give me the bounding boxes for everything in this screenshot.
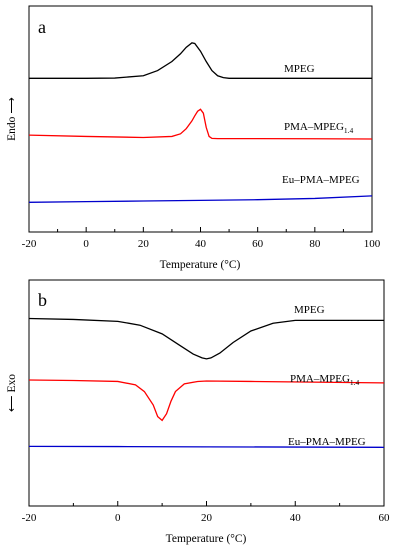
panel-a-x-tick-label-20: 20 xyxy=(138,238,150,250)
panel-a: a Temperature (°C) Endo ⟶ -20 0 20 40 60 80 100… xyxy=(6,5,381,271)
panel-b-y-axis-arrow: ⟵ xyxy=(6,395,18,412)
panel-a-label-pma-mpeg-main: PMA–MPEG xyxy=(284,121,344,133)
panel-b-x-tick-label-40: 40 xyxy=(290,512,302,524)
panel-b-curve-eu-pma-mpeg xyxy=(28,445,385,448)
panel-a-y-axis-title-text: Endo xyxy=(6,116,18,141)
panel-b-x-tick-label-60: 60 xyxy=(379,512,391,524)
panel-b-y-axis-title-text: Exo xyxy=(6,374,18,393)
panel-b-x-tick-label-0: 0 xyxy=(115,512,121,524)
panel-b-y-axis-title: ⟵ Exo xyxy=(6,374,18,412)
panel-b-label-pma-mpeg-sub: 1.4 xyxy=(350,378,360,387)
panel-b-label-pma-mpeg: PMA–MPEG1.4 xyxy=(290,373,360,387)
panel-b-plot-frame xyxy=(28,279,385,507)
panel-b-x-tick-label--20: -20 xyxy=(22,512,37,524)
panel-a-x-tick-label-40: 40 xyxy=(195,238,207,250)
panel-b-curves xyxy=(28,317,385,448)
panel-a-ticks: -20 0 20 40 60 80 100 xyxy=(22,227,381,250)
panel-b-label-pma-mpeg-main: PMA–MPEG xyxy=(290,373,350,385)
panel-b-curve-mpeg xyxy=(28,317,384,360)
panel-b-label-mpeg: MPEG xyxy=(294,304,325,316)
svg-text:Endo⟶: Endo ⟶ xyxy=(6,97,18,141)
panel-b-x-axis-title: Temperature (°C) xyxy=(166,533,247,545)
panel-b-x-tick-label-20: 20 xyxy=(201,512,213,524)
panel-a-x-tick-label--20: -20 xyxy=(22,238,37,250)
panel-a-label-mpeg: MPEG xyxy=(284,63,315,75)
panel-a-y-axis-arrow: ⟶ xyxy=(6,97,18,114)
panel-a-curve-mpeg xyxy=(29,42,372,79)
svg-text:⟵Exo: ⟵ Exo xyxy=(6,374,18,412)
panel-a-x-tick-label-0: 0 xyxy=(83,238,89,250)
panel-a-label-eu-pma-mpeg: Eu–PMA–MPEG xyxy=(282,174,360,186)
panel-a-x-tick-label-60: 60 xyxy=(252,238,264,250)
panel-a-label-pma-mpeg-sub: 1.4 xyxy=(344,126,354,135)
panel-a-x-tick-label-80: 80 xyxy=(309,238,321,250)
panel-b: b Temperature (°C) ⟵Exo -20 0 20 40 60 MPEG … xyxy=(6,279,390,545)
panel-a-x-axis-title: Temperature (°C) xyxy=(160,259,241,271)
panel-a-curves xyxy=(28,42,373,203)
panel-b-ticks: -20 0 20 40 60 xyxy=(22,501,390,524)
panel-a-curve-pma-mpeg xyxy=(28,108,373,140)
panel-a-label: a xyxy=(38,17,46,37)
panel-a-x-tick-label-100: 100 xyxy=(364,238,381,250)
panel-b-label: b xyxy=(38,290,47,310)
panel-a-label-pma-mpeg: PMA–MPEG1.4 xyxy=(284,121,354,135)
panel-a-y-axis-title: Endo ⟶ xyxy=(6,97,18,141)
panel-a-curve-eu-pma-mpeg xyxy=(28,195,373,203)
panel-b-curve-pma-mpeg xyxy=(28,379,385,422)
panel-b-label-eu-pma-mpeg: Eu–PMA–MPEG xyxy=(288,436,366,448)
